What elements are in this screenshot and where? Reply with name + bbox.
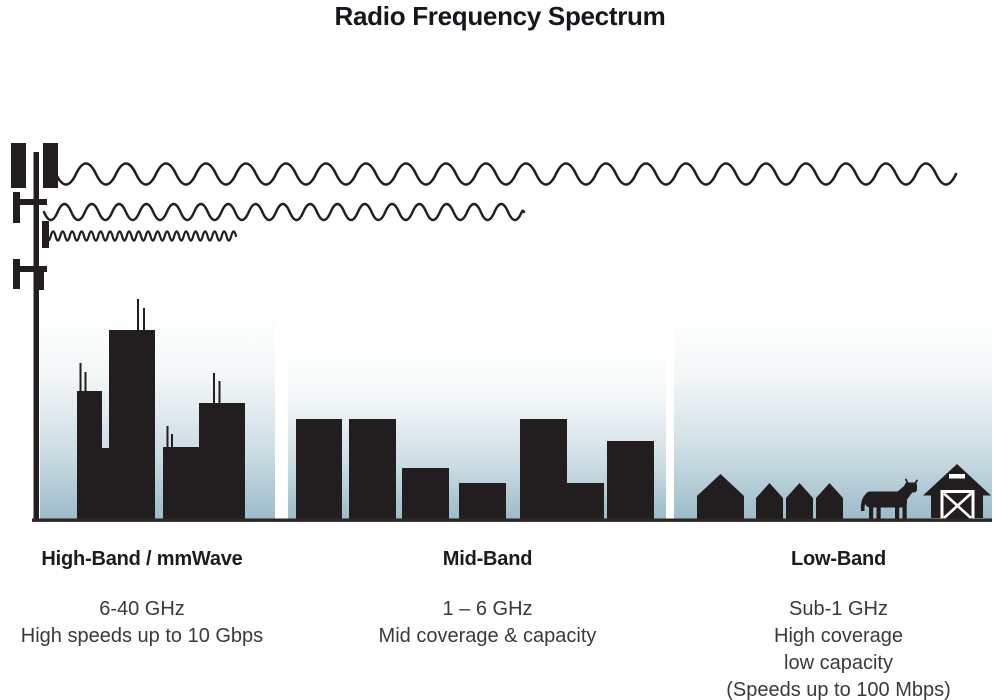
cow-horns [905,478,918,486]
rooftop-antenna [213,373,215,404]
band-name: Low-Band [790,548,887,570]
band-label-low: Low-Band Sub-1 GHz High coverage low cap… [693,548,984,700]
midrise-building [459,483,506,519]
village-houses-icon [697,474,843,519]
tower-antenna-panel [42,221,49,248]
tower-crossbar [13,199,47,205]
tower-antenna-panel [13,192,20,223]
tower-pole [33,152,39,520]
rooftop-antenna [79,363,82,392]
band-frequency: 1 – 6 GHz [442,598,533,620]
tower-antenna-panel [11,143,26,188]
city-skyline-icon [77,299,245,519]
midrise-buildings-icon [296,419,654,519]
band-description: High speeds up to 10 Gbps [20,625,264,647]
midrise-building [402,468,449,519]
short-wavelength-wave-icon [44,230,238,242]
spectrum-illustration [11,143,992,522]
ground-line [32,518,992,522]
band-description: low capacity [784,652,893,674]
midrise-building [349,419,396,519]
tower-antenna-panel [43,143,58,188]
band-label-mid: Mid-Band 1 – 6 GHz Mid coverage & capaci… [342,548,633,650]
rooftop-antenna [218,381,221,404]
rooftop-antenna [84,372,87,392]
rooftop-antenna [166,426,169,448]
band-frequency: 6-40 GHz [99,598,185,620]
cow-leg [902,504,907,519]
band-description: Mid coverage & capacity [378,625,597,647]
band-description: (Speeds up to 100 Mbps) [726,679,951,700]
barn-icon [923,464,991,519]
barn-door-cross-brace [943,492,972,519]
cow-leg [869,504,874,519]
cell-tower-icon [11,143,58,520]
band-label-high: High-Band / mmWave 6-40 GHz High speeds … [0,548,284,650]
band-name: Mid-Band [442,548,533,570]
band-description: High coverage [774,625,903,647]
rooftop-antenna [143,308,145,331]
medium-wavelength-wave-icon [42,202,526,222]
midrise-building [567,483,604,519]
cow-leg [895,504,900,519]
skyline-base [77,448,155,519]
house [697,474,744,519]
band-frequency: Sub-1 GHz [789,598,888,620]
cow-leg [876,504,881,519]
house [816,483,843,519]
midrise-building [607,441,654,519]
tower-antenna-panel [39,272,44,290]
tower-antenna-panel [13,259,20,289]
band-name: High-Band / mmWave [41,548,243,570]
page-title: Radio Frequency Spectrum [334,1,666,31]
midrise-building [520,419,567,519]
rooftop-antenna [171,434,173,448]
rooftop-antenna [137,299,139,331]
house [786,483,813,519]
cow-icon [860,478,918,519]
long-wavelength-wave-icon [54,162,958,186]
skyscraper [199,403,245,519]
house [756,483,783,519]
barn-loft-window [949,474,965,479]
cow-body [865,491,907,508]
barn-roof [923,464,991,496]
midrise-building [296,419,342,519]
tower-crossbar [13,266,47,272]
skyscraper [163,447,199,519]
